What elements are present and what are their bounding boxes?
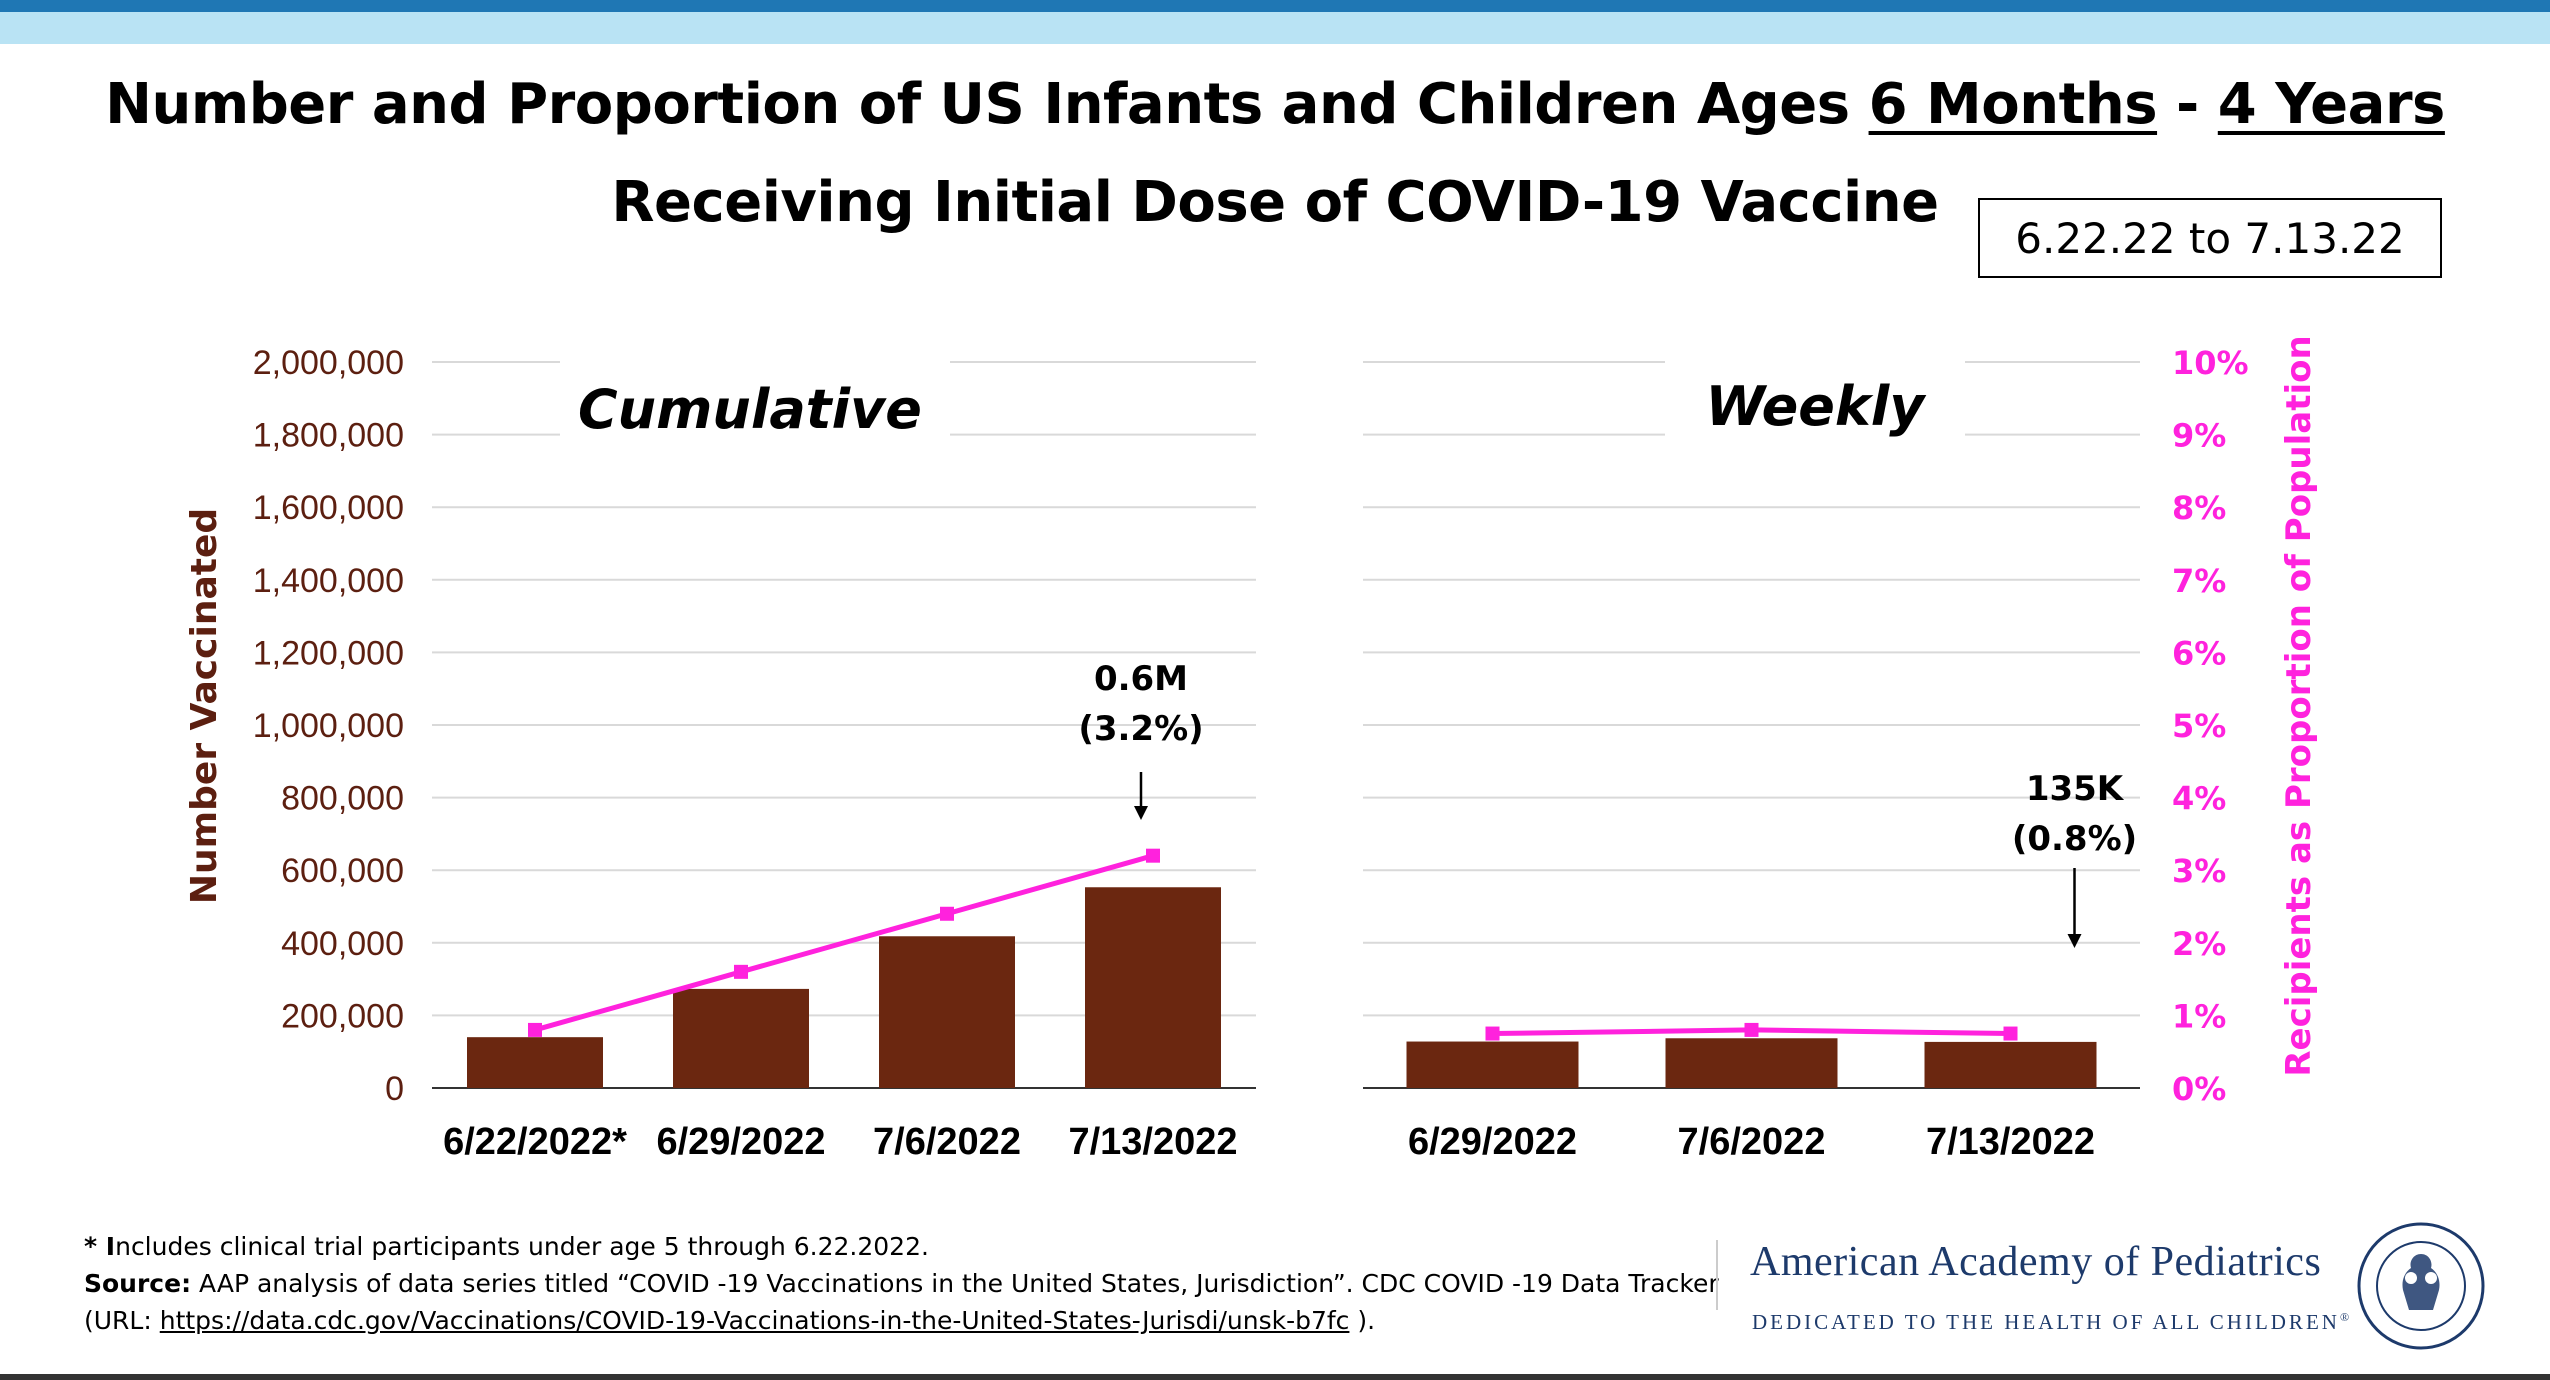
- annotation-arrowhead-weekly: [2067, 934, 2082, 948]
- y-tick-right: 6%: [2172, 634, 2226, 672]
- y-tick-right: 5%: [2172, 707, 2226, 745]
- bottom-rule: [0, 1374, 2550, 1380]
- y-tick-right: 7%: [2172, 562, 2226, 600]
- annotation-weekly-value: 135K: [2026, 769, 2125, 809]
- bars: [467, 887, 2097, 1088]
- bar: [1085, 887, 1221, 1088]
- top-band: [0, 12, 2550, 44]
- proportion-point: [1146, 848, 1160, 863]
- proportion-point: [1744, 1022, 1759, 1037]
- y-tick-right: 3%: [2172, 852, 2226, 890]
- category-label: 7/6/2022: [873, 1121, 1021, 1163]
- bar: [1406, 1041, 1579, 1088]
- proportion-point: [734, 964, 748, 979]
- page-title-line1: Number and Proportion of US Infants and …: [0, 72, 2550, 137]
- y-tick-left: 800,000: [281, 780, 404, 818]
- annotation-arrowhead-cumulative: [1134, 806, 1148, 820]
- page-title-line2: Receiving Initial Dose of COVID-19 Vacci…: [611, 170, 1939, 235]
- y-tick-left: 1,400,000: [253, 562, 404, 600]
- y-tick-left: 400,000: [281, 925, 404, 963]
- y-axis-label-left: Number Vaccinated: [184, 508, 225, 904]
- footnotes: * Includes clinical trial participants u…: [84, 1228, 1724, 1339]
- annotation-cumulative-value: 0.6M: [1094, 659, 1188, 699]
- bar: [673, 988, 809, 1088]
- footnote-star-text: ncludes clinical trial participants unde…: [115, 1232, 929, 1261]
- aap-registered-mark: ®: [2339, 1310, 2350, 1324]
- title-dash: -: [2157, 72, 2218, 137]
- panel-title-bg-weekly: [1665, 360, 1965, 440]
- y-tick-right: 8%: [2172, 489, 2226, 527]
- footnote-source-end: ).: [1349, 1306, 1376, 1335]
- category-label: 7/6/2022: [1678, 1121, 1826, 1163]
- y-tick-right: 0%: [2172, 1070, 2226, 1108]
- category-label: 6/29/2022: [1408, 1121, 1577, 1163]
- panel-title-cumulative: Cumulative: [578, 378, 922, 441]
- y-tick-left: 1,200,000: [253, 634, 404, 672]
- aap-seal-icon: [2357, 1222, 2485, 1350]
- footnote-source-text: AAP analysis of data series titled “COVI…: [84, 1269, 1719, 1335]
- category-label: 7/13/2022: [1926, 1121, 2095, 1163]
- footnote-star-initial: I: [97, 1232, 116, 1261]
- y-tick-left: 1,600,000: [253, 489, 404, 527]
- y-tick-right: 10%: [2172, 344, 2249, 382]
- y-tick-right: 1%: [2172, 997, 2226, 1035]
- footnote-source-url[interactable]: https://data.cdc.gov/Vaccinations/COVID-…: [159, 1306, 1350, 1335]
- footnote-source: Source: AAP analysis of data series titl…: [84, 1265, 1724, 1339]
- panel-title-bg-cumulative: [560, 360, 950, 440]
- date-range-box: 6.22.22 to 7.13.22: [1978, 198, 2442, 278]
- y-tick-left: 1,800,000: [253, 417, 404, 455]
- y-tick-right: 2%: [2172, 925, 2226, 963]
- logo-divider: [1716, 1240, 1718, 1310]
- annotations: 0.6M (3.2%) 135K (0.8%): [1078, 659, 2137, 948]
- proportion-point: [1485, 1026, 1500, 1041]
- y-tick-left: 600,000: [281, 852, 404, 890]
- footnote-source-label: Source:: [84, 1269, 192, 1298]
- y-tick-left: 0: [385, 1070, 404, 1108]
- y-tick-right: 9%: [2172, 417, 2226, 455]
- y-tick-left: 2,000,000: [253, 344, 404, 382]
- title-age-min: 6 Months: [1868, 72, 2158, 137]
- ticks: 2,000,000 1,800,000 1,600,000 1,400,000 1,20…: [253, 344, 2249, 1108]
- proportion-point: [2003, 1026, 2018, 1041]
- gridlines-weekly: [1363, 361, 2140, 1089]
- panel-title-weekly: Weekly: [1706, 375, 1928, 438]
- aap-logo-tagline: DEDICATED TO THE HEALTH OF ALL CHILDREN®: [1752, 1310, 2352, 1335]
- bar: [879, 936, 1015, 1088]
- annotation-cumulative-pct: (3.2%): [1078, 709, 1203, 749]
- category-label: 6/29/2022: [656, 1121, 825, 1163]
- proportion-point: [940, 906, 954, 921]
- title-prefix: Number and Proportion of US Infants and …: [105, 72, 1869, 137]
- annotation-weekly-pct: (0.8%): [2012, 819, 2137, 859]
- bar: [1924, 1041, 2097, 1088]
- y-tick-right: 4%: [2172, 780, 2226, 818]
- proportion-line: [534, 853, 1154, 1033]
- title-age-max: 4 Years: [2217, 72, 2446, 137]
- aap-tagline-text: DEDICATED TO THE HEALTH OF ALL CHILDREN: [1752, 1310, 2340, 1334]
- y-axis-label-right: Recipients as Proportion of Population: [2279, 335, 2319, 1076]
- y-tick-left: 200,000: [281, 997, 404, 1035]
- footnote-star-mark: *: [84, 1232, 98, 1261]
- category-labels: 6/22/2022* 6/29/2022 7/6/2022 7/13/2022 6/29…: [443, 1121, 2095, 1163]
- y-tick-left: 1,000,000: [253, 707, 404, 745]
- bar: [1665, 1038, 1838, 1088]
- bar: [467, 1037, 603, 1088]
- category-label: 6/22/2022*: [443, 1121, 627, 1163]
- proportion-point: [528, 1022, 542, 1037]
- category-label: 7/13/2022: [1068, 1121, 1237, 1163]
- lines: [528, 848, 2018, 1041]
- aap-logo-name: American Academy of Pediatrics: [1750, 1239, 2322, 1285]
- top-accent-bar: [0, 0, 2550, 12]
- footnote-star: * Includes clinical trial participants u…: [84, 1228, 1724, 1265]
